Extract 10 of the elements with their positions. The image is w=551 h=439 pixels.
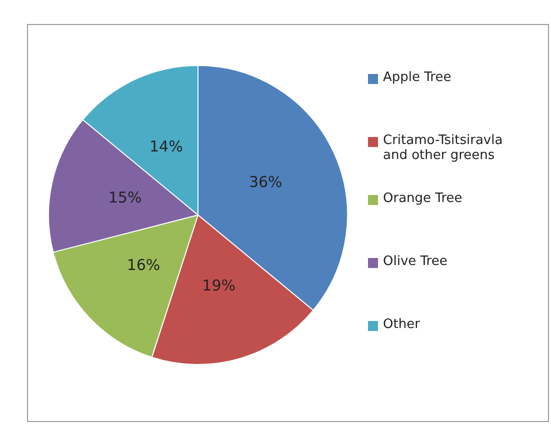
legend-label: Other xyxy=(383,317,420,332)
legend-label: Critamo-Tsitsiravla and other greens xyxy=(383,133,504,163)
legend-label: Apple Tree xyxy=(383,70,452,85)
data-label: 19% xyxy=(202,276,236,295)
data-label: 14% xyxy=(150,137,183,156)
data-label: 15% xyxy=(108,188,142,207)
data-label: 16% xyxy=(126,256,160,274)
data-label: 36% xyxy=(248,173,282,192)
legend-label: Orange Tree xyxy=(383,191,462,206)
legend-label: Olive Tree xyxy=(383,254,448,269)
